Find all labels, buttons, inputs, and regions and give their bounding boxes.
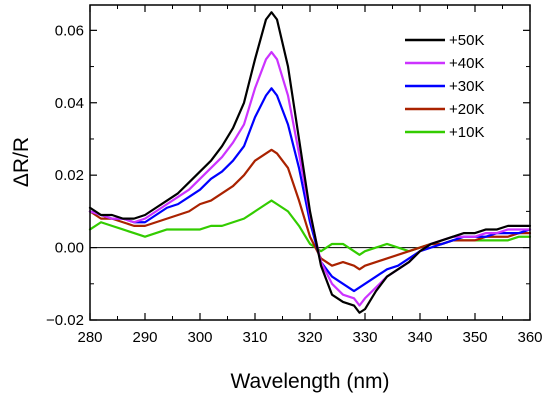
x-tick-label: 310 [242,329,267,346]
y-tick-label: 0.00 [55,240,84,257]
series-line [88,11,532,314]
x-tick-label: 290 [132,329,157,346]
x-tick-label: 360 [517,329,542,346]
legend: +50K +40K +30K +20K +10K [405,32,484,141]
legend-label: +50K [449,32,484,49]
x-tick-label: 340 [407,329,432,346]
x-tick-label: 300 [187,329,212,346]
y-tick-label: 0.04 [55,95,84,112]
x-tick-label: 330 [352,329,377,346]
series-lines [88,11,532,314]
y-tick-label: 0.02 [55,167,84,184]
legend-label: +40K [449,55,484,72]
x-axis-label: Wavelength (nm) [230,370,389,393]
legend-label: +20K [449,101,484,118]
y-tick-label: −0.02 [46,312,84,329]
plot-frame [89,4,531,321]
x-tick-label: 350 [462,329,487,346]
x-tick-label: 320 [297,329,322,346]
legend-label: +10K [449,124,484,141]
y-tick-label: 0.06 [55,22,84,39]
x-tick-label: 280 [77,329,102,346]
series-line [88,87,532,293]
legend-label: +30K [449,78,484,95]
y-axis-label: ΔR/R [10,137,33,187]
